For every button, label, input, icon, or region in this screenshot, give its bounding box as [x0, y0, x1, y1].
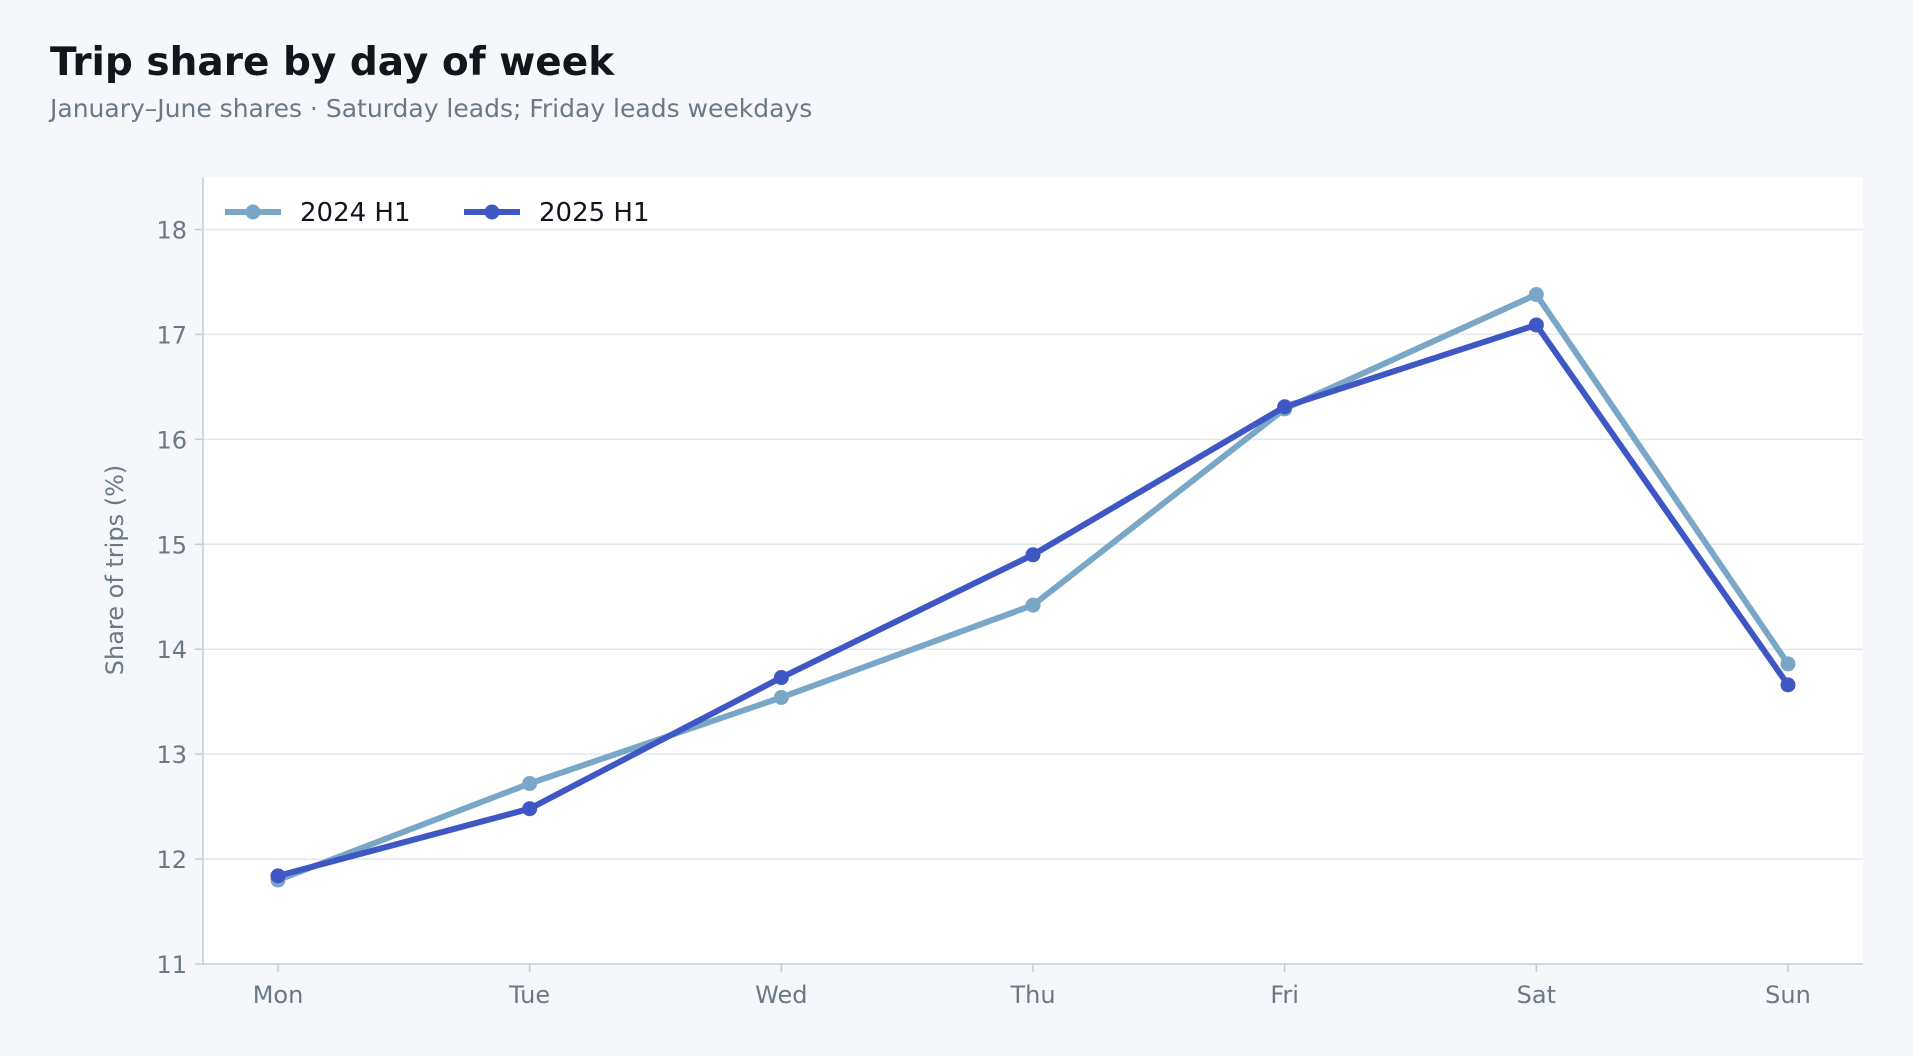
- x-tick-label: Wed: [755, 981, 807, 1009]
- legend-label: 2025 H1: [539, 198, 650, 228]
- legend-item: 2025 H1: [464, 198, 650, 228]
- y-tick-label: 12: [156, 846, 187, 874]
- y-tick-label: 17: [156, 321, 187, 349]
- y-axis-label: Share of trips (%): [101, 465, 129, 676]
- y-tick-label: 16: [156, 426, 187, 454]
- data-point: [522, 776, 538, 792]
- chart-subtitle: January–June shares · Saturday leads; Fr…: [50, 94, 813, 123]
- y-tick-label: 15: [156, 531, 187, 559]
- data-point: [773, 689, 789, 705]
- data-point: [522, 801, 538, 817]
- y-tick-label: 11: [156, 951, 187, 979]
- data-point: [1277, 399, 1293, 415]
- gridlines: [203, 228, 1863, 860]
- x-tick-label: Sat: [1517, 981, 1556, 1009]
- plot-area: [203, 177, 1863, 964]
- y-tick-label: 13: [156, 741, 187, 769]
- data-point: [1025, 547, 1041, 563]
- data-point: [1780, 677, 1796, 693]
- data-point: [1528, 287, 1544, 303]
- legend-label: 2024 H1: [300, 198, 411, 228]
- data-point: [773, 670, 789, 686]
- legend-swatch-marker: [484, 204, 500, 220]
- x-axis: Mon Tue Wed Thu Fri Sat Sun: [203, 963, 1863, 1009]
- x-tick-label: Fri: [1270, 981, 1299, 1009]
- series-group: [270, 287, 1796, 888]
- data-point: [1025, 597, 1041, 613]
- legend-item: 2024 H1: [225, 198, 411, 228]
- chart-title: Trip share by day of week: [50, 40, 615, 85]
- legend: 2024 H1 2025 H1: [225, 198, 650, 228]
- data-point: [270, 868, 286, 884]
- x-tick-label: Sun: [1765, 981, 1811, 1009]
- x-tick-label: Mon: [253, 981, 304, 1009]
- y-tick-label: 18: [156, 216, 187, 244]
- x-tick-label: Thu: [1009, 981, 1055, 1009]
- y-tick-label: 14: [156, 636, 187, 664]
- data-point: [1780, 656, 1796, 672]
- y-axis: 11 12 13 14 15 16 17 18: [156, 177, 204, 979]
- series-2025-h1: [270, 317, 1796, 884]
- data-point: [1528, 317, 1544, 333]
- legend-swatch-marker: [245, 204, 261, 220]
- x-tick-label: Tue: [508, 981, 550, 1009]
